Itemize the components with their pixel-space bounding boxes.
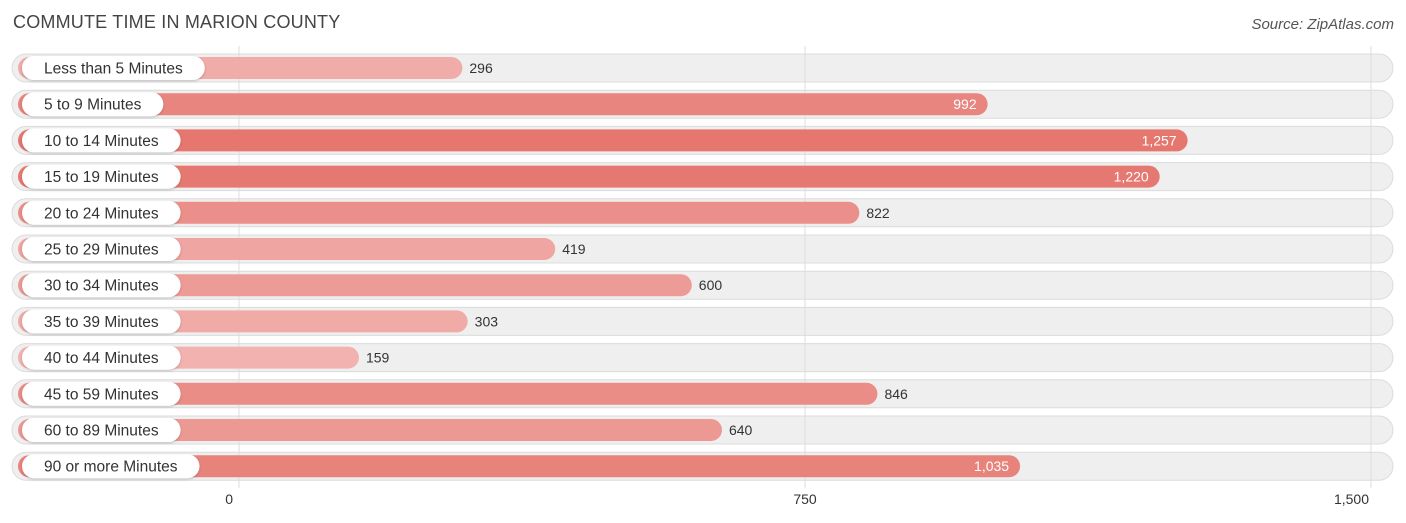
bar-label-pill [22, 92, 164, 117]
grid-lines [238, 46, 1372, 488]
bar-row: 40 to 44 Minutes 159 [18, 345, 390, 370]
bar-category-label: 60 to 89 Minutes [44, 423, 159, 440]
bar-value-label: 1,257 [1142, 132, 1177, 148]
bar-row: 30 to 34 Minutes 600 [18, 273, 723, 298]
bar-category-label: Less than 5 Minutes [44, 61, 183, 78]
bar-category-label: 90 or more Minutes [44, 459, 178, 476]
bar-label-pill [22, 454, 200, 479]
bar-category-label: 45 to 59 Minutes [44, 386, 159, 403]
bar-row: 5 to 9 Minutes 992 [18, 92, 988, 117]
bar-value-label: 159 [366, 350, 390, 366]
bar [18, 419, 722, 441]
bar-category-label: 10 to 14 Minutes [44, 133, 159, 150]
chart-title: COMMUTE TIME IN MARION COUNTY [13, 12, 341, 32]
bar [18, 274, 692, 297]
bar-row: 10 to 14 Minutes 1,257 [18, 128, 1188, 153]
bar-category-label: 30 to 34 Minutes [44, 278, 159, 295]
bar-label-pill [22, 345, 181, 370]
bar [18, 201, 860, 224]
bar [18, 93, 988, 116]
bar [18, 129, 1188, 152]
bar-category-label: 5 to 9 Minutes [44, 97, 142, 114]
bar-value-label: 1,035 [974, 458, 1009, 474]
bar-row: 35 to 39 Minutes 303 [18, 309, 499, 334]
row-background [11, 343, 1394, 373]
bar-category-label: 35 to 39 Minutes [44, 314, 159, 331]
bar-value-label: 846 [884, 386, 908, 402]
bar-value-label: 303 [475, 313, 499, 329]
bar [18, 382, 878, 405]
bar-row: 15 to 19 Minutes 1,220 [18, 164, 1160, 189]
bar-category-label: 40 to 44 Minutes [44, 350, 159, 367]
bar-label-pill [22, 309, 181, 334]
bar-row: 20 to 24 Minutes 822 [18, 200, 890, 225]
bar-label-pill [22, 273, 181, 298]
bar-value-label: 296 [469, 60, 493, 76]
bar [18, 455, 1021, 478]
bar-rows: Less than 5 Minutes 296 5 to 9 Minutes 992 1… [18, 56, 1188, 479]
bar-category-label: 15 to 19 Minutes [44, 169, 159, 186]
bar-label-pill [22, 237, 181, 261]
bar-value-label: 822 [866, 205, 890, 221]
bar-value-label: 992 [953, 96, 977, 112]
bar-label-pill [22, 200, 181, 225]
bar-category-label: 25 to 29 Minutes [44, 242, 159, 259]
chart-source: Source: ZipAtlas.com [1251, 16, 1394, 33]
bar-label-pill [22, 56, 205, 80]
bar-value-label: 419 [562, 241, 586, 257]
bar-label-pill [22, 128, 181, 153]
row-backgrounds [11, 53, 1394, 481]
bar-value-label: 640 [729, 422, 753, 438]
bar-row: 60 to 89 Minutes 640 [18, 418, 753, 442]
x-axis-ticks: 0 750 1,500 [225, 491, 1369, 507]
x-tick-label: 750 [793, 491, 817, 507]
bar-value-label: 1,220 [1114, 169, 1149, 185]
bar-category-label: 20 to 24 Minutes [44, 205, 159, 222]
bar-label-pill [22, 164, 181, 189]
bar-label-pill [22, 418, 181, 442]
bar-row: 45 to 59 Minutes 846 [18, 381, 908, 406]
bar [18, 165, 1160, 188]
bar-row: 25 to 29 Minutes 419 [18, 237, 586, 261]
x-tick-label: 0 [225, 491, 233, 507]
bar-row: Less than 5 Minutes 296 [18, 56, 493, 80]
bar-label-pill [22, 381, 181, 406]
bar-value-label: 600 [699, 277, 723, 293]
bar-row: 90 or more Minutes 1,035 [18, 454, 1021, 479]
x-tick-label: 1,500 [1334, 491, 1369, 507]
